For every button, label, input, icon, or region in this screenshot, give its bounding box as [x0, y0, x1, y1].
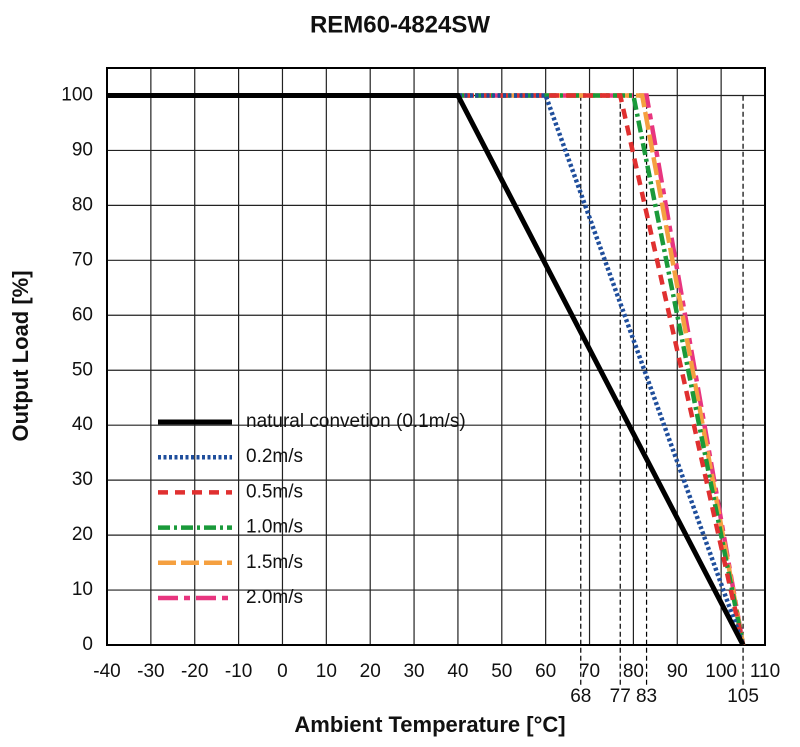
y-tick-label: 100 — [61, 84, 93, 105]
x-axis-label: Ambient Temperature [°C] — [294, 712, 565, 737]
y-tick-label: 0 — [82, 634, 93, 655]
chart-title: REM60-4824SW — [310, 11, 490, 38]
y-tick-label: 90 — [72, 139, 93, 160]
series-line — [107, 93, 746, 646]
y-tick-label: 30 — [72, 469, 93, 490]
y-tick-label: 10 — [72, 579, 93, 600]
x-tick-label: 70 — [579, 661, 600, 682]
legend-label: 1.0m/s — [246, 517, 303, 538]
series-line — [107, 93, 746, 646]
x-tick-label: 100 — [705, 661, 737, 682]
x-tick-label: 10 — [316, 661, 337, 682]
x-tick-label: 110 — [750, 661, 780, 682]
y-tick-label: 20 — [72, 524, 93, 545]
series-line — [107, 92, 746, 647]
x-tick-label: 90 — [667, 661, 688, 682]
x-tick-label: 50 — [491, 661, 512, 682]
x-marker-label: 77 — [610, 686, 631, 707]
x-marker-label: 83 — [636, 686, 657, 707]
x-tick-label: 30 — [403, 661, 424, 682]
x-tick-label: -10 — [225, 661, 252, 682]
x-marker-label: 68 — [570, 686, 591, 707]
legend-label: 0.2m/s — [246, 446, 303, 467]
legend: natural convetion (0.1m/s) 0.2m/s 0.5m/s 1.… — [158, 411, 466, 608]
x-tick-label: 40 — [447, 661, 468, 682]
x-tick-label: -40 — [93, 661, 120, 682]
plot-frame — [106, 67, 766, 646]
legend-label: 2.0m/s — [246, 587, 303, 608]
legend-label: natural convetion (0.1m/s) — [246, 411, 466, 432]
x-tick-label: -20 — [181, 661, 208, 682]
y-tick-label: 60 — [72, 304, 93, 325]
y-tick-label: 80 — [72, 194, 93, 215]
y-tick-label: 50 — [72, 359, 93, 380]
y-tick-label: 40 — [72, 414, 93, 435]
legend-label: 0.5m/s — [246, 481, 303, 502]
x-tick-label: -30 — [137, 661, 164, 682]
y-axis-label: Output Load [%] — [8, 270, 33, 441]
x-tick-label: 20 — [360, 661, 381, 682]
y-tick-label: 70 — [72, 249, 93, 270]
x-tick-label: 80 — [623, 661, 644, 682]
x-tick-label: 0 — [277, 661, 288, 682]
legend-label: 1.5m/s — [246, 552, 303, 573]
x-marker-label: 105 — [727, 686, 759, 707]
x-tick-label: 60 — [535, 661, 556, 682]
